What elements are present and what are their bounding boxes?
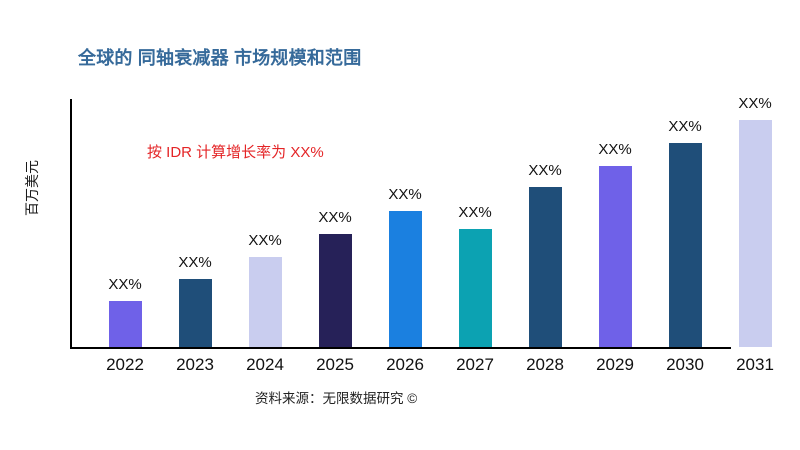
y-axis-line — [70, 99, 72, 349]
bar-2030 — [668, 143, 702, 347]
x-tick-2025: 2025 — [316, 355, 354, 374]
bar-value-label-2029: XX% — [598, 141, 632, 158]
bar-2025 — [318, 234, 352, 347]
x-tick-2026: 2026 — [386, 355, 424, 374]
x-tick-2030: 2030 — [666, 355, 704, 374]
bar-2027 — [458, 229, 492, 347]
x-axis-line — [70, 347, 731, 349]
x-tick-2028: 2028 — [526, 355, 564, 374]
bar-value-label-2028: XX% — [528, 162, 562, 179]
x-tick-labels: 2022 2023 2024 2025 2026 2027 2028 2029 2030 2031 — [70, 355, 780, 377]
bar-2029 — [598, 166, 632, 347]
bar-value-label-2022: XX% — [108, 276, 142, 293]
growth-rate-annotation: 按 IDR 计算增长率为 XX% — [147, 144, 324, 161]
x-tick-2027: 2027 — [456, 355, 494, 374]
bar-value-label-2023: XX% — [178, 254, 212, 271]
source-note: 资料来源：无限数据研究 © — [255, 391, 418, 406]
bar-2023 — [178, 279, 212, 347]
x-tick-2029: 2029 — [596, 355, 634, 374]
bar-2024 — [248, 257, 282, 347]
bar-2028 — [528, 187, 562, 347]
bar-value-label-2030: XX% — [668, 118, 702, 135]
bar-value-label-2025: XX% — [318, 209, 352, 226]
bar-value-label-2031: XX% — [738, 95, 772, 112]
x-tick-2022: 2022 — [106, 355, 144, 374]
bar-value-label-2026: XX% — [388, 186, 422, 203]
bar-2031 — [738, 120, 772, 347]
chart-title: 全球的 同轴衰减器 市场规模和范围 — [78, 48, 362, 68]
x-tick-2024: 2024 — [246, 355, 284, 374]
y-axis-label: 百万美元 — [24, 160, 40, 216]
bar-value-label-2024: XX% — [248, 232, 282, 249]
x-tick-2031: 2031 — [736, 355, 774, 374]
bar-2026 — [388, 211, 422, 347]
x-tick-2023: 2023 — [176, 355, 214, 374]
plot-area: XX% XX% XX% XX% XX% XX% XX% XX% XX% XX% — [70, 95, 780, 349]
bar-value-label-2027: XX% — [458, 204, 492, 221]
bar-2022 — [108, 301, 142, 347]
